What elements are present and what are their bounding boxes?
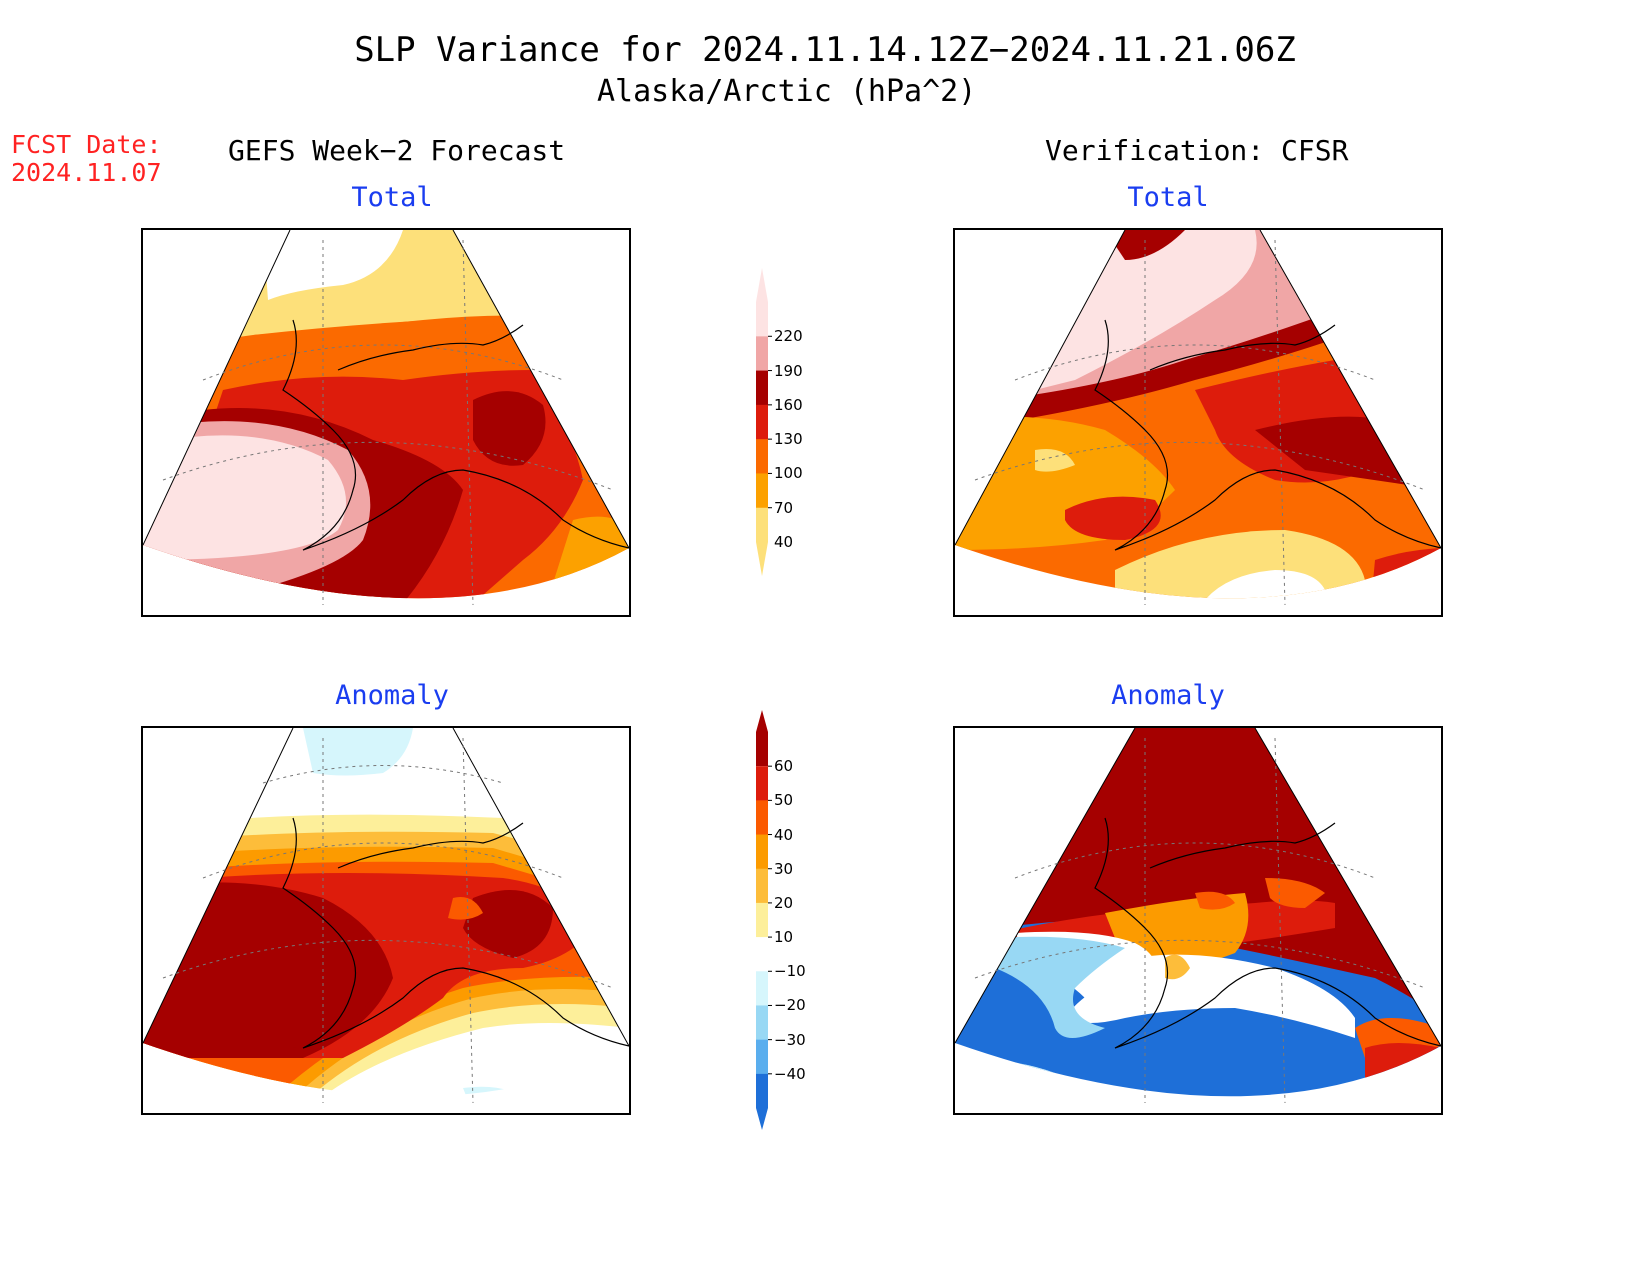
colorbar-swatch bbox=[756, 507, 768, 576]
colorbar-label: 100 bbox=[774, 464, 803, 483]
colorbar-swatch bbox=[756, 1005, 768, 1041]
colorbar-swatch bbox=[756, 800, 768, 836]
total-colorbar bbox=[752, 268, 832, 576]
colorbar-swatch bbox=[756, 1039, 768, 1075]
colorbar-label: −30 bbox=[774, 1030, 806, 1049]
map-verification-anomaly bbox=[953, 726, 1443, 1115]
column-heading-verification: Verification: CFSR bbox=[1045, 134, 1349, 167]
colorbar-label: 40 bbox=[774, 533, 794, 551]
colorbar-label: 50 bbox=[774, 791, 794, 810]
colorbar-label: 160 bbox=[774, 395, 803, 414]
colorbar-swatch bbox=[756, 404, 768, 440]
colorbar-swatch bbox=[756, 937, 768, 972]
colorbar-label: 190 bbox=[774, 361, 803, 380]
colorbar-label: −40 bbox=[774, 1064, 806, 1083]
colorbar-swatch bbox=[756, 1073, 768, 1130]
map-forecast-anomaly bbox=[141, 726, 631, 1115]
colorbar-label: 220 bbox=[774, 327, 803, 346]
colorbar-label: 70 bbox=[774, 498, 794, 517]
colorbar-swatch bbox=[756, 268, 768, 337]
colorbar-label: 20 bbox=[774, 893, 794, 912]
colorbar-label: 60 bbox=[774, 757, 794, 776]
map-forecast-total bbox=[141, 228, 631, 617]
colorbar-label: 130 bbox=[774, 430, 803, 449]
page-title: SLP Variance for 2024.11.14.12Z−2024.11.… bbox=[354, 30, 1296, 70]
colorbar-label: 10 bbox=[774, 928, 794, 947]
map-verification-total bbox=[953, 228, 1443, 617]
page-subtitle: Alaska/Arctic (hPa^2) bbox=[597, 74, 977, 109]
colorbar-swatch bbox=[756, 971, 768, 1006]
anomaly-colorbar bbox=[752, 710, 832, 1130]
colorbar-label: −20 bbox=[774, 996, 806, 1015]
column-heading-forecast: GEFS Week−2 Forecast bbox=[228, 134, 566, 167]
colorbar-swatch bbox=[756, 370, 768, 406]
panel-label-verification-total: Total bbox=[1127, 182, 1209, 213]
colorbar-label: −10 bbox=[774, 962, 806, 981]
fcst-date-label: FCST Date: bbox=[11, 130, 162, 159]
colorbar-swatch bbox=[756, 439, 768, 474]
colorbar-swatch bbox=[756, 473, 768, 509]
colorbar-swatch bbox=[756, 868, 768, 904]
colorbar-label: 40 bbox=[774, 825, 794, 844]
colorbar-swatch bbox=[756, 710, 768, 767]
panel-label-forecast-anomaly: Anomaly bbox=[335, 680, 449, 711]
colorbar-swatch bbox=[756, 336, 768, 372]
panel-label-verification-anomaly: Anomaly bbox=[1111, 680, 1225, 711]
colorbar-swatch bbox=[756, 766, 768, 801]
panel-label-forecast-total: Total bbox=[351, 182, 433, 213]
fcst-date-value: 2024.11.07 bbox=[11, 158, 162, 187]
colorbar-swatch bbox=[756, 834, 768, 870]
colorbar-label: 30 bbox=[774, 859, 794, 878]
colorbar-swatch bbox=[756, 902, 768, 938]
